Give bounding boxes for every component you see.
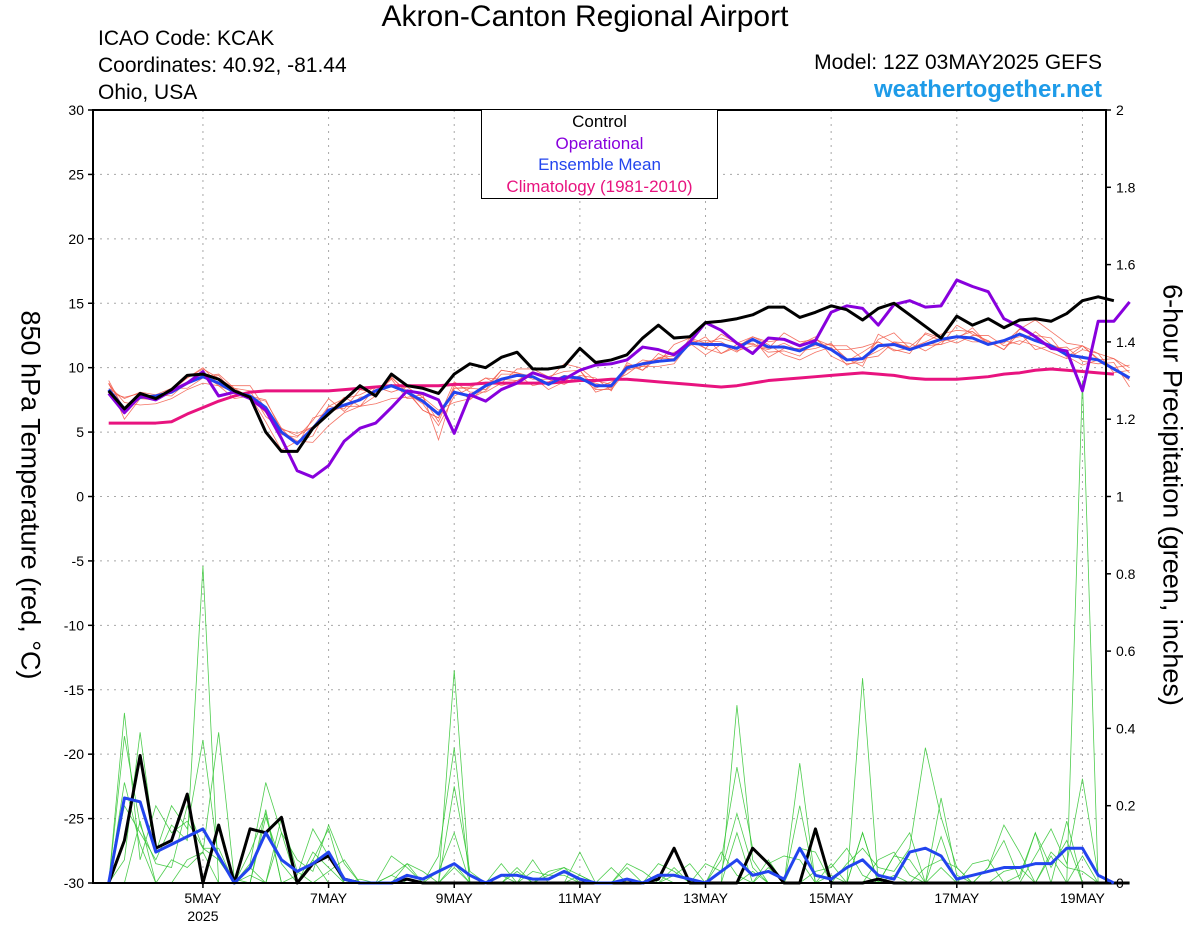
temp-member-line: [108, 332, 1130, 446]
y-left-tick-label: -15: [64, 682, 84, 698]
y-right-tick-label: 0: [1116, 875, 1124, 891]
x-tick-label: 5MAY: [184, 890, 222, 906]
legend: Control Operational Ensemble Mean Climat…: [481, 109, 718, 199]
site-link[interactable]: weathertogether.net: [873, 76, 1102, 103]
y-left-tick-label: 15: [68, 295, 84, 311]
precip-member-line: [108, 766, 1130, 884]
x-tick-label: 11MAY: [558, 890, 602, 906]
y-left-tick-label: -20: [64, 746, 84, 762]
location: Ohio, USA: [98, 81, 198, 104]
legend-operational: Operational: [555, 133, 644, 153]
y-left-tick-label: 0: [76, 489, 84, 505]
y-left-tick-label: -5: [72, 553, 85, 569]
precip-member-line: [108, 712, 1130, 884]
y-right-tick-label: 1.8: [1116, 179, 1136, 195]
x-tick-sublabel: 2025: [187, 908, 218, 924]
x-tick-label: 19MAY: [1060, 890, 1106, 906]
x-tick-label: 13MAY: [683, 890, 729, 906]
model-run: Model: 12Z 03MAY2025 GEFS: [814, 51, 1102, 74]
y-left-tick-label: -25: [64, 811, 84, 827]
y-right-tick-label: 0.2: [1116, 798, 1136, 814]
y-left-tick-label: 5: [76, 424, 84, 440]
x-tick-label: 9MAY: [436, 890, 474, 906]
y-right-tick-label: 0.6: [1116, 643, 1136, 659]
climatology-line: [108, 367, 1114, 425]
y-left-tick-label: -10: [64, 617, 84, 633]
precip-member-line: [108, 732, 1130, 885]
y-left-tick-label: 20: [68, 231, 84, 247]
control-precip-line: [107, 753, 1130, 885]
y-left-tick-label: -30: [64, 875, 84, 891]
grid-lines: [93, 110, 1106, 883]
main-series: [107, 278, 1131, 885]
operational-temp-line: [107, 278, 1131, 479]
precip-member-line: [108, 736, 1130, 884]
y-left-tick-label: 25: [68, 166, 84, 182]
coordinates: Coordinates: 40.92, -81.44: [98, 54, 347, 77]
y-right-tick-label: 2: [1116, 102, 1124, 118]
control-temp-line: [107, 295, 1115, 453]
legend-control: Control: [572, 112, 627, 131]
chart-title: Akron-Canton Regional Airport: [381, 0, 789, 33]
x-tick-label: 17MAY: [934, 890, 980, 906]
ensemble-mean-temp-line: [107, 332, 1131, 446]
y-left-tick-label: 30: [68, 102, 84, 118]
y-right-tick-label: 0.4: [1116, 720, 1136, 736]
y-right-tick-label: 1.6: [1116, 257, 1136, 273]
legend-ensemble-mean: Ensemble Mean: [538, 155, 661, 174]
y-left-tick-label: 10: [68, 360, 84, 376]
x-tick-label: 7MAY: [310, 890, 348, 906]
precip-member-line: [108, 380, 1130, 884]
y-right-tick-label: 1: [1116, 489, 1124, 505]
y-right-tick-label: 1.2: [1116, 411, 1136, 427]
icao-code: ICAO Code: KCAK: [98, 27, 275, 50]
legend-climatology: Climatology (1981-2010): [506, 176, 693, 196]
x-tick-label: 15MAY: [809, 890, 855, 906]
precip-member-line: [108, 732, 1130, 884]
y-right-tick-label: 1.4: [1116, 334, 1136, 350]
axis-ticks: 302520151050-5-10-15-20-25-3021.81.61.41…: [64, 102, 1136, 924]
y-right-tick-label: 0.8: [1116, 566, 1136, 582]
